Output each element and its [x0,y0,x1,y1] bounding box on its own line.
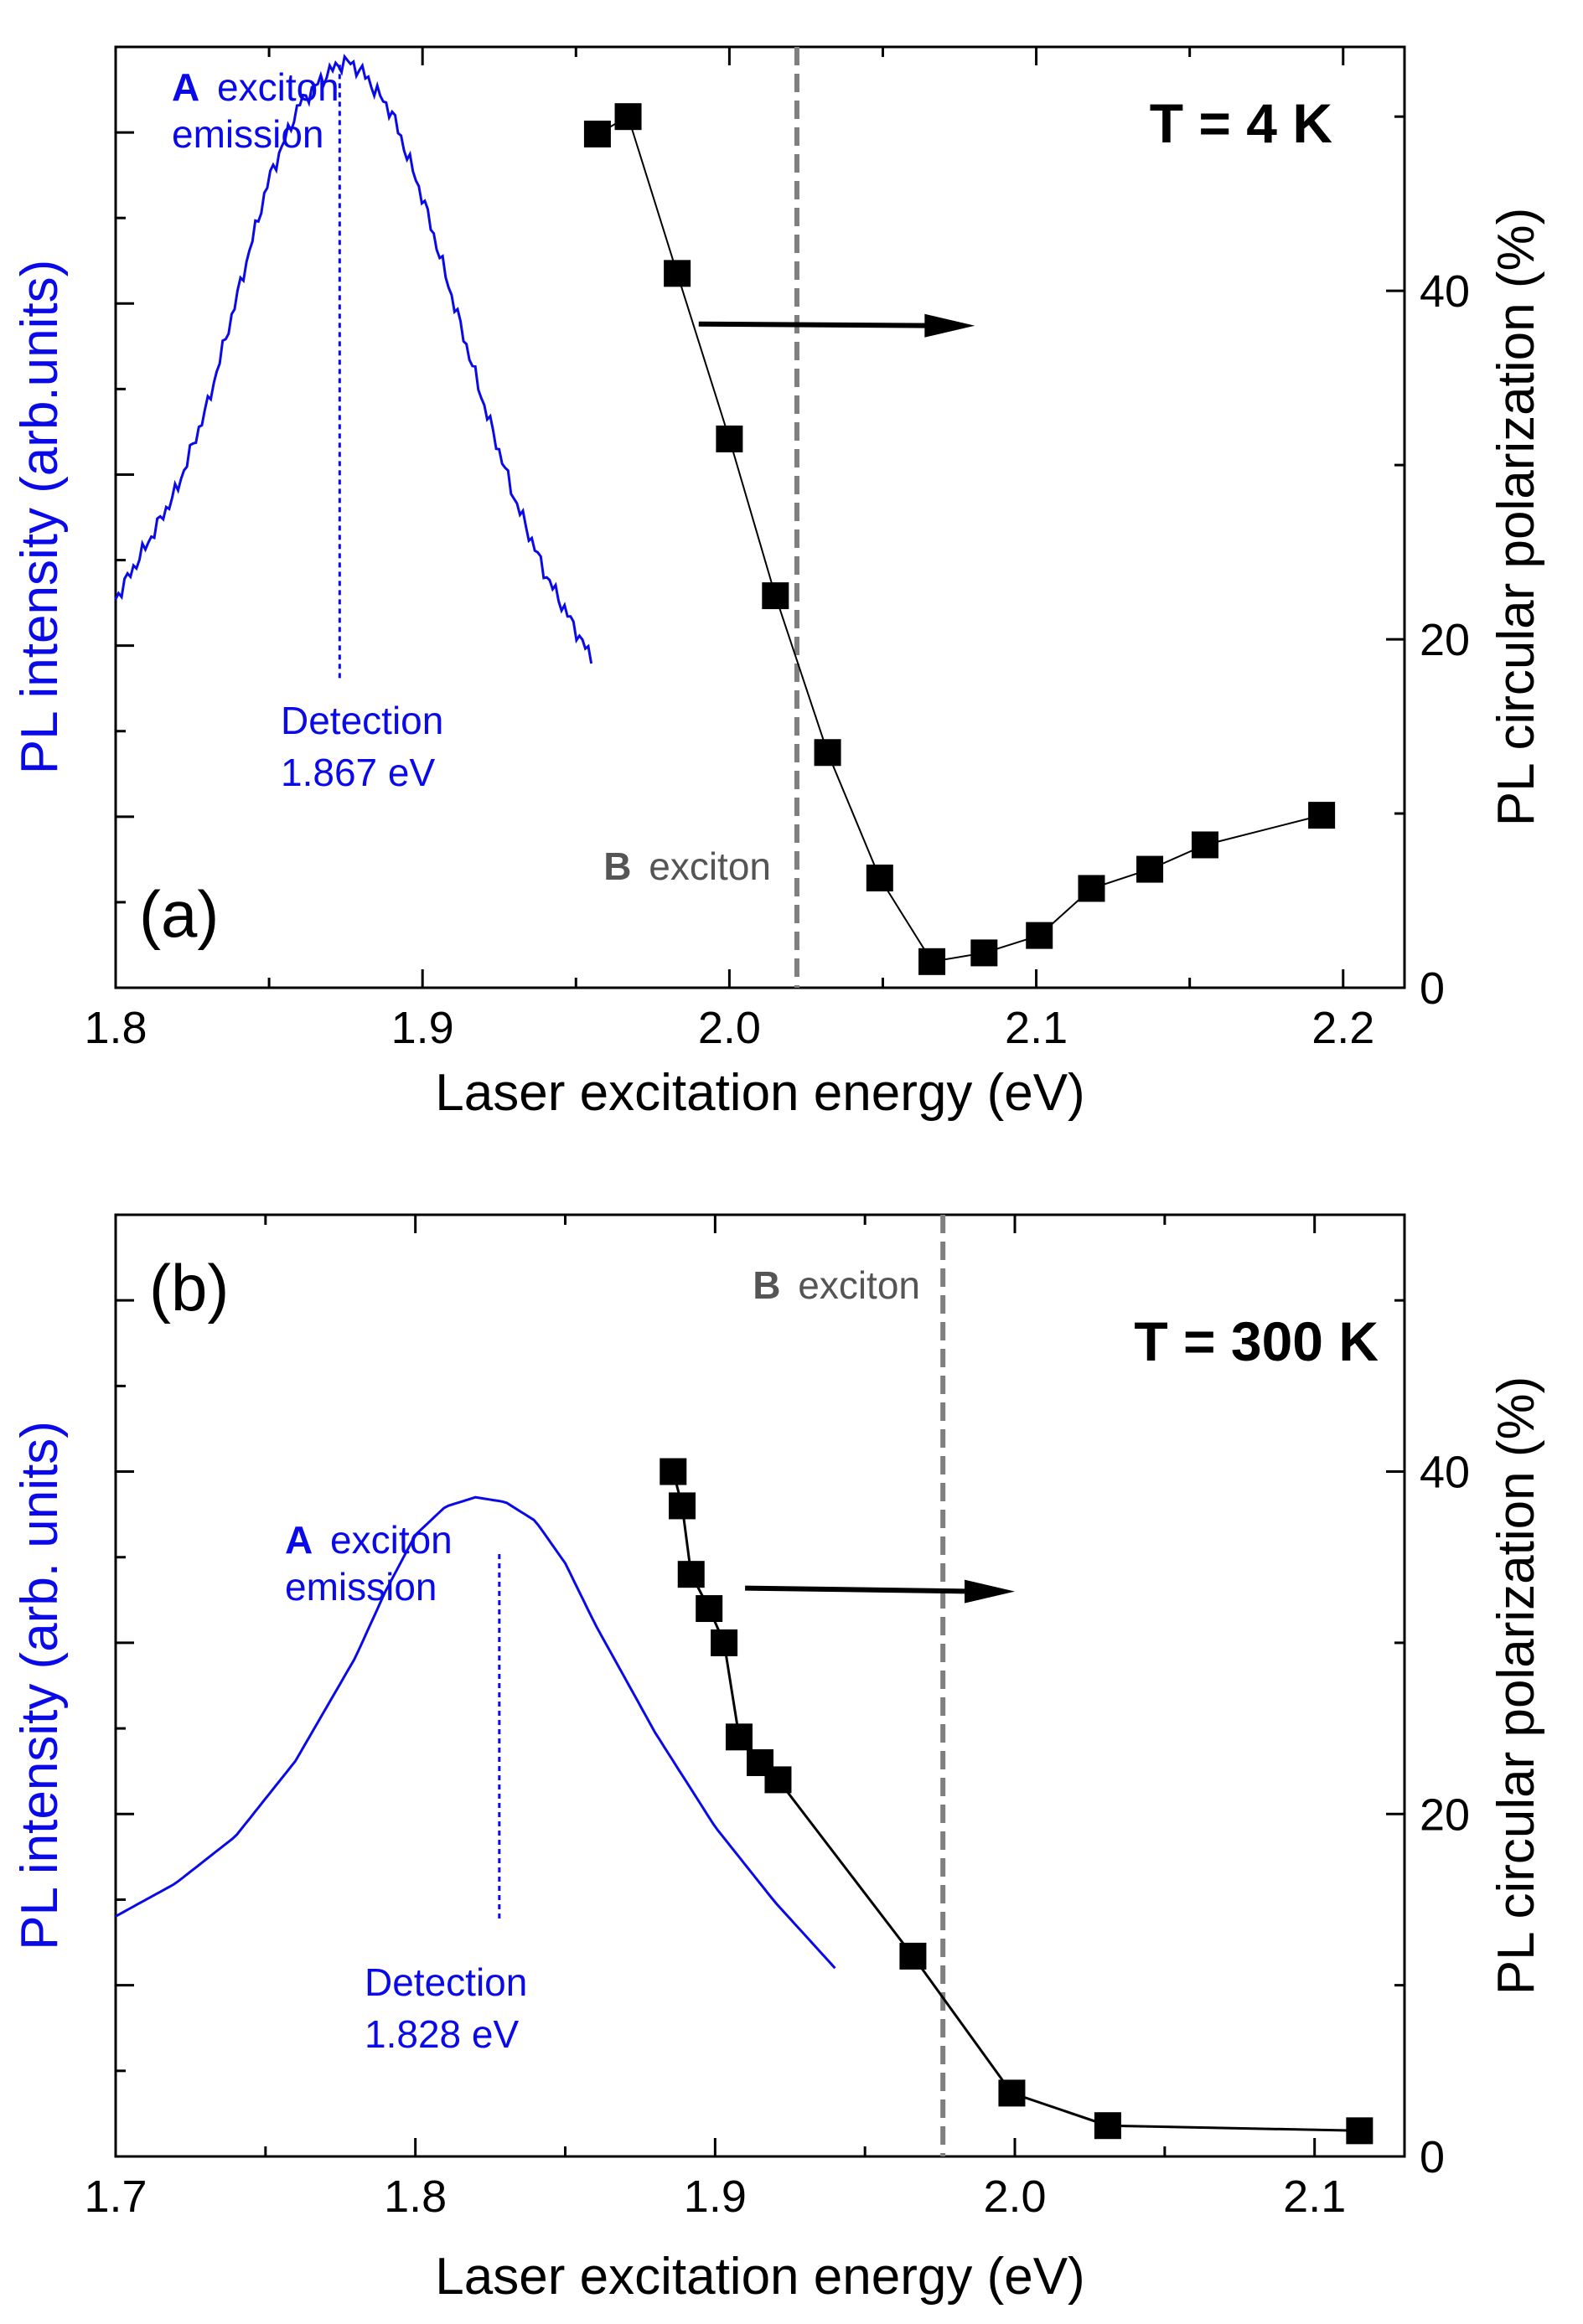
polarization-point [614,103,642,131]
plot-frame-a [114,45,1406,989]
right-axis-ticks-a: 0 20 40 [1386,115,1470,1014]
x-tick-label: 1.8 [84,1003,147,1053]
detection-energy-a: 1.867 eV [281,751,435,794]
polarization-point [899,1942,927,1970]
detection-energy-b: 1.828 eV [365,2012,519,2056]
polarization-point [664,260,691,287]
right-tick-label: 20 [1420,615,1470,665]
polarization-point [1078,875,1105,902]
polarization-point [696,1595,723,1623]
polarization-point [814,739,841,767]
a-exciton-text-b: exciton [330,1518,453,1562]
a-exciton-emission-b: emission [285,1565,437,1609]
a-exciton-emission-a: emission [172,112,324,156]
chart-marks-a [114,47,1336,988]
polarization-line [671,1471,1360,2132]
x-tick-label: 2.0 [983,2172,1046,2222]
x-tick-label: 2.2 [1311,1003,1374,1053]
detection-label-a: Detection [281,699,443,742]
chart-marks-b [115,1215,1373,2156]
b-exciton-label-a: B exciton [603,844,771,888]
temperature-label-a: T = 4 K [1150,92,1333,154]
polarization-point [1308,802,1336,829]
plot-frame-b [114,1213,1406,2158]
panel-label-b: (b) [149,1251,229,1325]
x-tick-label: 2.1 [1005,1003,1068,1053]
a-exciton-bold-b: A [285,1518,313,1562]
x-tick-label: 1.9 [391,1003,454,1053]
polarization-point [583,120,611,147]
polarization-point [725,1723,753,1751]
polarization-point [1191,831,1218,859]
x-tick-label: 2.0 [698,1003,761,1053]
panel-b: 1.7 1.8 1.9 2.0 2.1 0 20 40 (b) T = 300 K A ex… [11,1213,1545,2306]
right-axis-title-a: PL circular polarization (%) [1487,208,1545,827]
polarization-point [764,1766,792,1794]
arrow-shaft [698,321,942,328]
polarization-point [918,948,946,975]
emission-curve [114,54,593,664]
polarization-point [762,582,789,610]
a-exciton-label-b: A exciton [285,1518,453,1562]
x-axis-title-b: Laser excitation energy (eV) [435,2248,1084,2306]
polarization-point [660,1458,687,1485]
right-tick-label: 0 [1420,963,1445,1014]
left-axis-ticks-b [116,1299,134,2073]
right-axis-ticks-b: 0 20 40 [1386,1299,1470,2182]
left-axis-ticks-a [116,131,134,904]
x-axis-ticks-a: 1.8 1.9 2.0 2.1 2.2 [84,47,1374,1053]
polarization-point [970,939,998,967]
arrow-shaft [745,1585,982,1594]
b-exciton-bold-a: B [603,844,631,888]
x-axis-title-a: Laser excitation energy (eV) [435,1064,1084,1122]
polarization-point [1094,2112,1121,2140]
panel-label-a: (a) [139,877,219,951]
temperature-label-b: T = 300 K [1134,1310,1379,1372]
emission-curve [115,1495,836,1970]
arrow-head [924,313,975,338]
polarization-point [1026,922,1053,949]
x-tick-label: 1.7 [84,2172,147,2222]
right-tick-label: 0 [1420,2132,1445,2182]
a-exciton-text-a: exciton [217,65,339,109]
polarization-point [711,1629,738,1656]
arrow-head [965,1579,1016,1604]
b-exciton-label-b: B exciton [753,1263,920,1307]
b-exciton-text-b: exciton [798,1263,920,1307]
panel-a: 1.8 1.9 2.0 2.1 2.2 0 20 40 (a) T = 4 K A exci… [11,45,1545,1122]
polarization-point [866,864,893,891]
detection-label-b: Detection [365,1960,527,2004]
x-tick-label: 1.9 [684,2172,747,2222]
b-exciton-bold-b: B [753,1263,780,1307]
right-axis-title-b: PL circular polarization (%) [1487,1376,1545,1996]
polarization-point [1136,855,1164,883]
polarization-point [998,2079,1026,2107]
b-exciton-text-a: exciton [649,844,771,888]
x-tick-label: 1.8 [384,2172,447,2222]
x-tick-label: 2.1 [1283,2172,1346,2222]
polarization-point [677,1561,705,1588]
right-tick-label: 20 [1420,1789,1470,1840]
x-axis-ticks-b: 1.7 1.8 1.9 2.0 2.1 [84,1215,1346,2222]
polarization-point [669,1492,696,1520]
polarization-point [1346,2117,1373,2145]
left-axis-title-b: PL intensity (arb. units) [11,1421,69,1950]
a-exciton-bold-a: A [172,65,199,109]
a-exciton-label-a: A exciton [172,65,339,109]
polarization-point [716,425,743,452]
right-tick-label: 40 [1420,1448,1470,1498]
left-axis-title-a: PL intensity (arb.units) [11,260,69,775]
right-tick-label: 40 [1420,266,1470,317]
